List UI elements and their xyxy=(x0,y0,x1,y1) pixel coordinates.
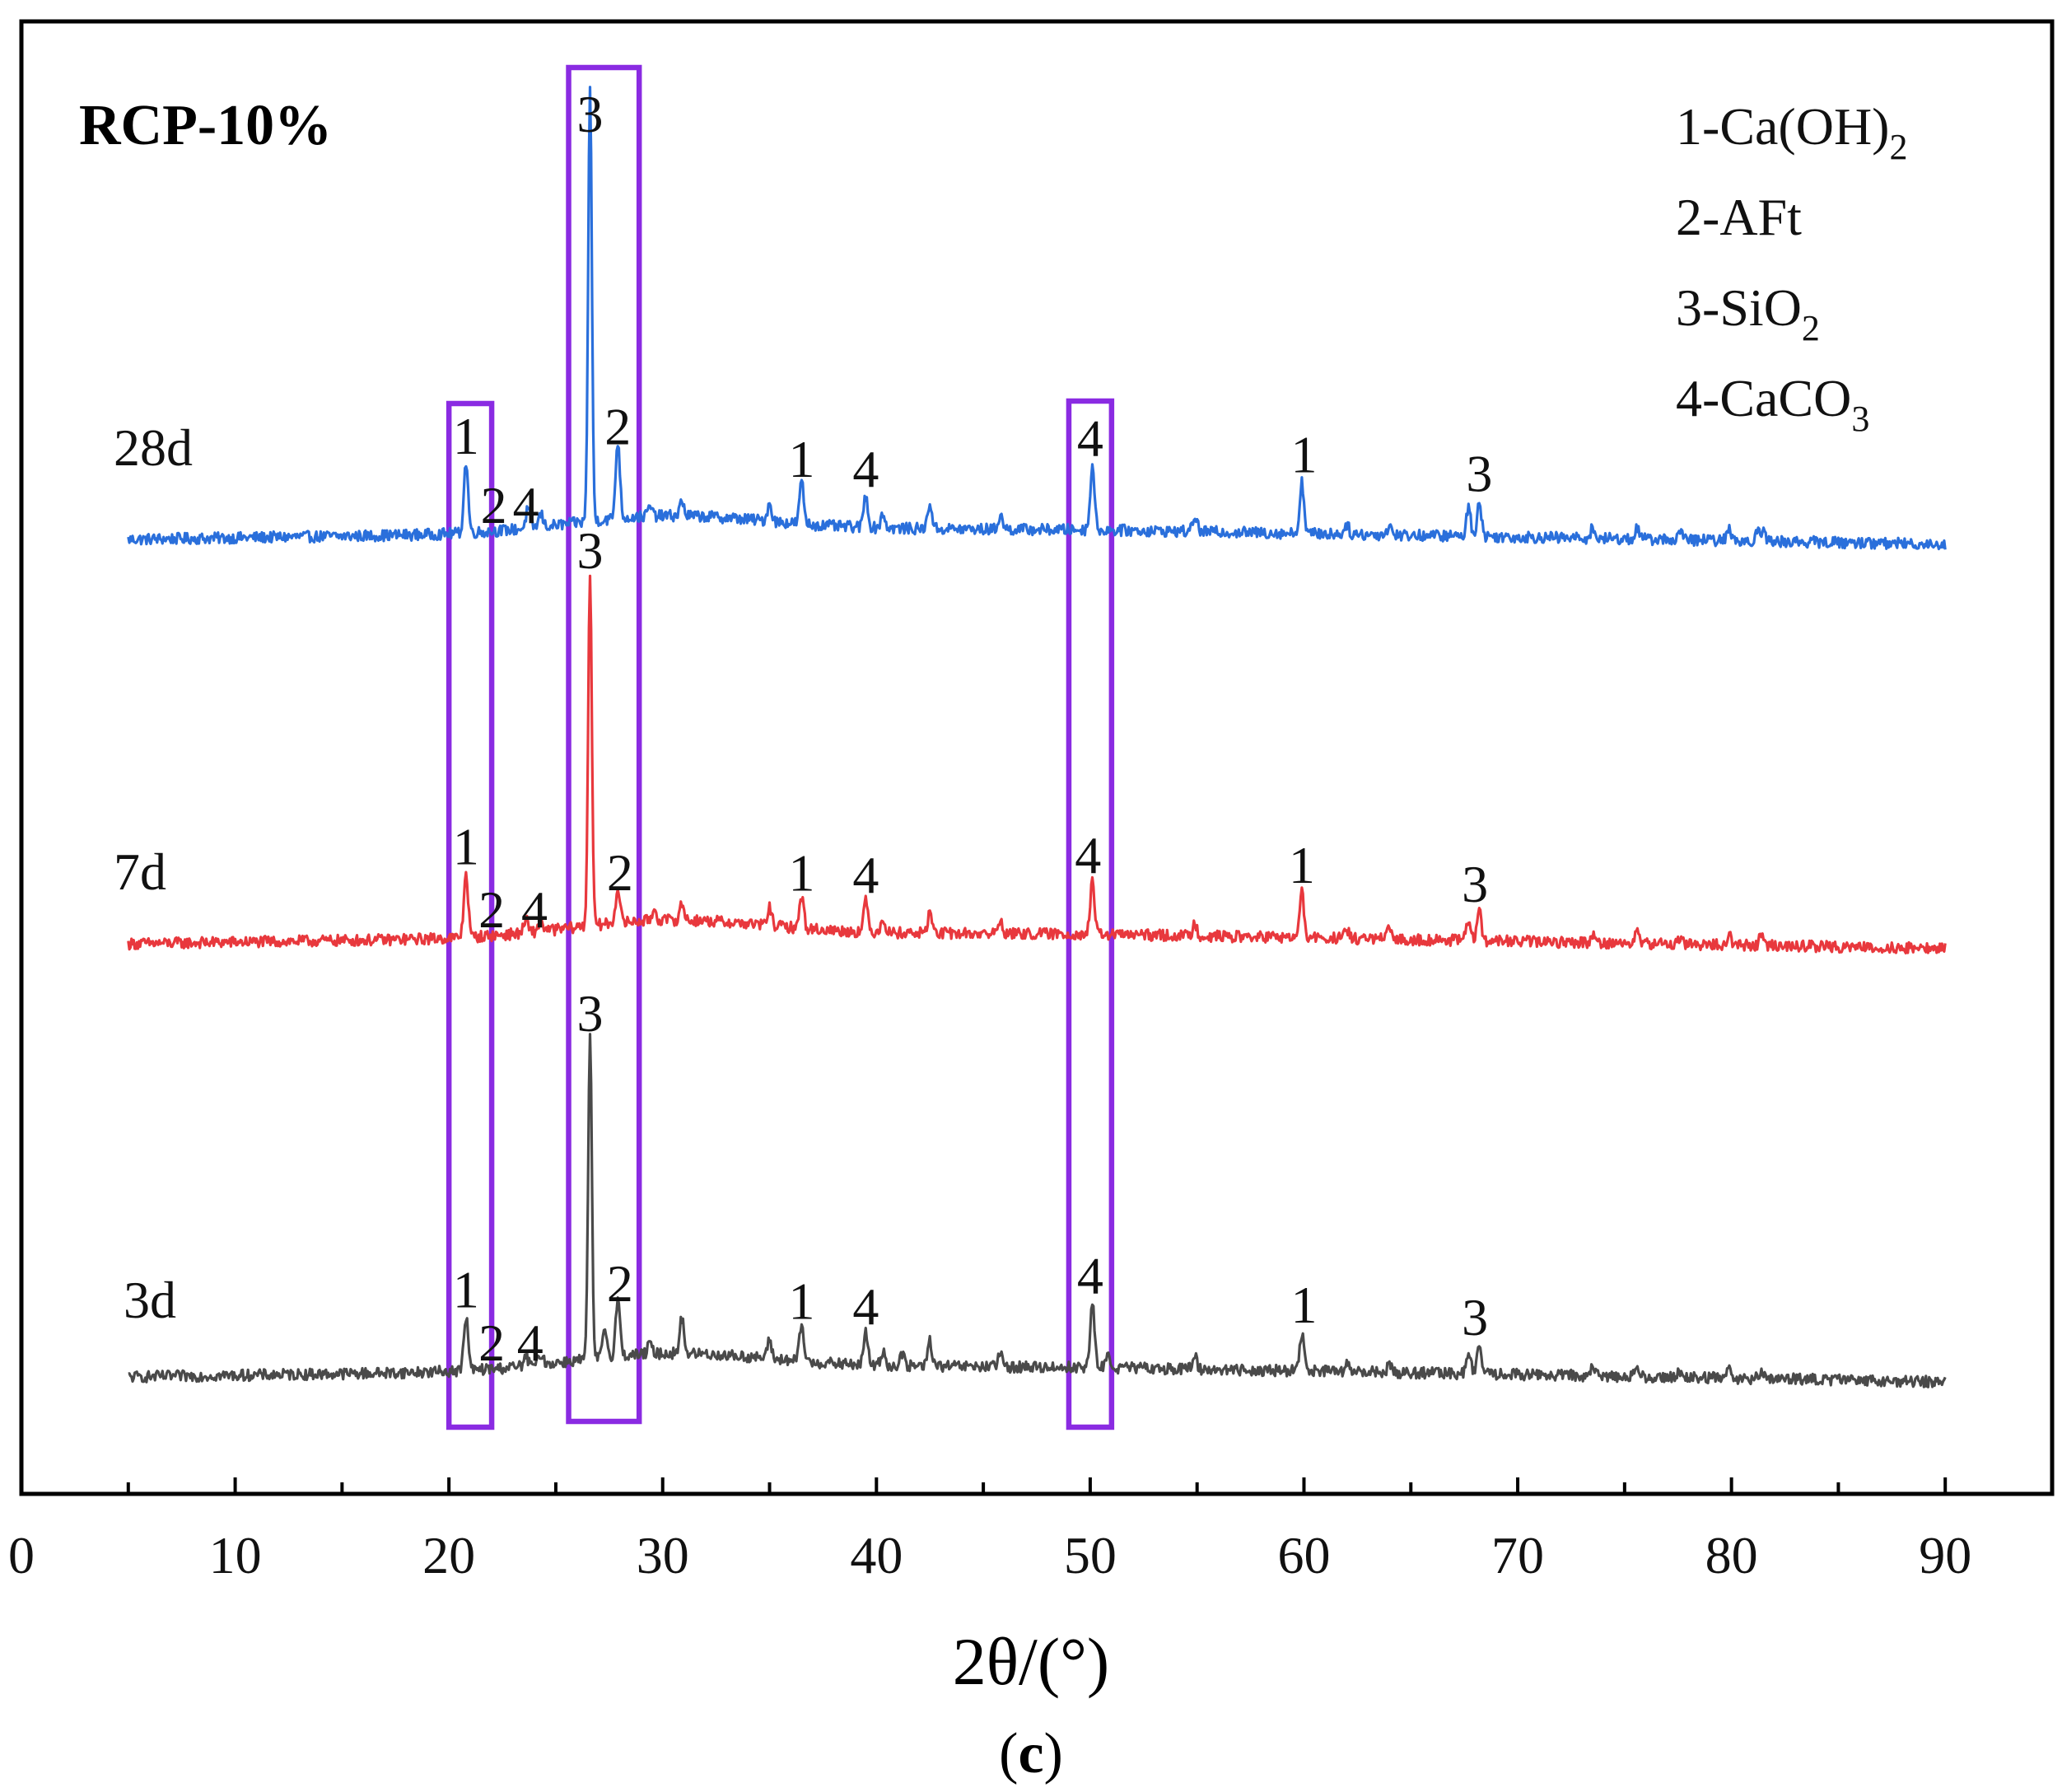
legend-entry-2: 2-AFt xyxy=(1676,188,1802,246)
x-axis-label: 2θ/(°) xyxy=(953,1624,1109,1699)
highlight-boxes xyxy=(446,64,1115,1430)
x-tick-label-30: 30 xyxy=(637,1526,689,1584)
x-tick-label-50: 50 xyxy=(1064,1526,1117,1584)
peak-label-7d-4: 2 xyxy=(607,843,633,902)
x-tick-label-80: 80 xyxy=(1705,1526,1758,1584)
highlight-box-1 xyxy=(446,400,495,1430)
peak-label-3d-1: 2 xyxy=(478,1314,505,1372)
peak-label-28d-1: 2 xyxy=(481,476,507,534)
legend-entry-3: 3-SiO2 xyxy=(1676,278,1820,348)
series-line-3d xyxy=(128,1033,1947,1388)
peak-label-28d-9: 3 xyxy=(1466,444,1492,502)
peak-label-28d-3: 3 xyxy=(576,85,603,143)
peak-label-7d-5: 1 xyxy=(788,844,814,903)
series-label-3d: 3d xyxy=(124,1271,176,1329)
highlight-box-4 xyxy=(1066,398,1115,1430)
peak-label-28d-5: 1 xyxy=(788,430,814,488)
x-tick-label-10: 10 xyxy=(209,1526,262,1584)
peak-label-28d-4: 2 xyxy=(604,397,631,455)
peak-label-3d-8: 1 xyxy=(1290,1276,1317,1334)
peak-label-7d-9: 3 xyxy=(1462,855,1488,913)
series-line-28d xyxy=(127,86,1947,551)
peak-label-28d-0: 1 xyxy=(453,407,479,465)
peak-label-7d-1: 2 xyxy=(478,880,505,939)
peak-label-3d-2: 4 xyxy=(517,1314,543,1372)
x-tick-label-90: 90 xyxy=(1919,1526,1971,1584)
peak-label-28d-8: 1 xyxy=(1290,425,1317,483)
series-labels: 28d 7d 3d xyxy=(114,418,193,1329)
x-tick-label-40: 40 xyxy=(850,1526,903,1584)
peak-label-3d-5: 1 xyxy=(788,1272,814,1331)
peak-label-7d-8: 1 xyxy=(1289,836,1315,894)
x-axis-tick-labels: 0 10 20 30 40 50 60 70 80 90 xyxy=(8,1526,1971,1584)
x-tick-label-70: 70 xyxy=(1491,1526,1544,1584)
plot-frame xyxy=(19,19,2055,1496)
series-line-7d xyxy=(127,574,1947,954)
peak-label-3d-3: 3 xyxy=(576,984,603,1043)
peak-label-28d-7: 4 xyxy=(1077,408,1103,467)
x-axis-ticks xyxy=(126,1477,1948,1494)
x-tick-label-0: 0 xyxy=(8,1526,35,1584)
peak-label-3d-0: 1 xyxy=(453,1260,479,1318)
peak-label-3d-4: 2 xyxy=(607,1254,633,1313)
peak-label-7d-7: 4 xyxy=(1075,826,1101,884)
series-label-7d: 7d xyxy=(114,842,166,901)
peak-label-7d-2: 4 xyxy=(521,880,548,939)
peak-label-3d-6: 4 xyxy=(852,1277,879,1336)
xrd-curves xyxy=(127,86,1947,1388)
chart-title: RCP-10% xyxy=(79,94,332,157)
peak-label-28d-2: 4 xyxy=(513,476,539,534)
peak-label-7d-3: 3 xyxy=(576,521,603,580)
panel-label: (c) xyxy=(999,1722,1063,1785)
peak-label-28d-6: 4 xyxy=(852,440,879,498)
x-tick-label-20: 20 xyxy=(422,1526,475,1584)
legend-entry-1: 1-Ca(OH)2 xyxy=(1676,97,1907,167)
highlight-box-3 xyxy=(566,64,642,1425)
legend-entry-4: 4-CaCO3 xyxy=(1676,369,1869,439)
series-label-28d: 28d xyxy=(114,418,193,477)
legend: 1-Ca(OH)2 2-AFt 3-SiO2 4-CaCO3 xyxy=(1676,97,1907,439)
peak-label-3d-9: 3 xyxy=(1462,1288,1488,1346)
peak-label-3d-7: 4 xyxy=(1077,1246,1103,1304)
peak-label-7d-0: 1 xyxy=(453,818,479,876)
x-tick-label-60: 60 xyxy=(1277,1526,1330,1584)
peak-label-7d-6: 4 xyxy=(852,846,879,904)
